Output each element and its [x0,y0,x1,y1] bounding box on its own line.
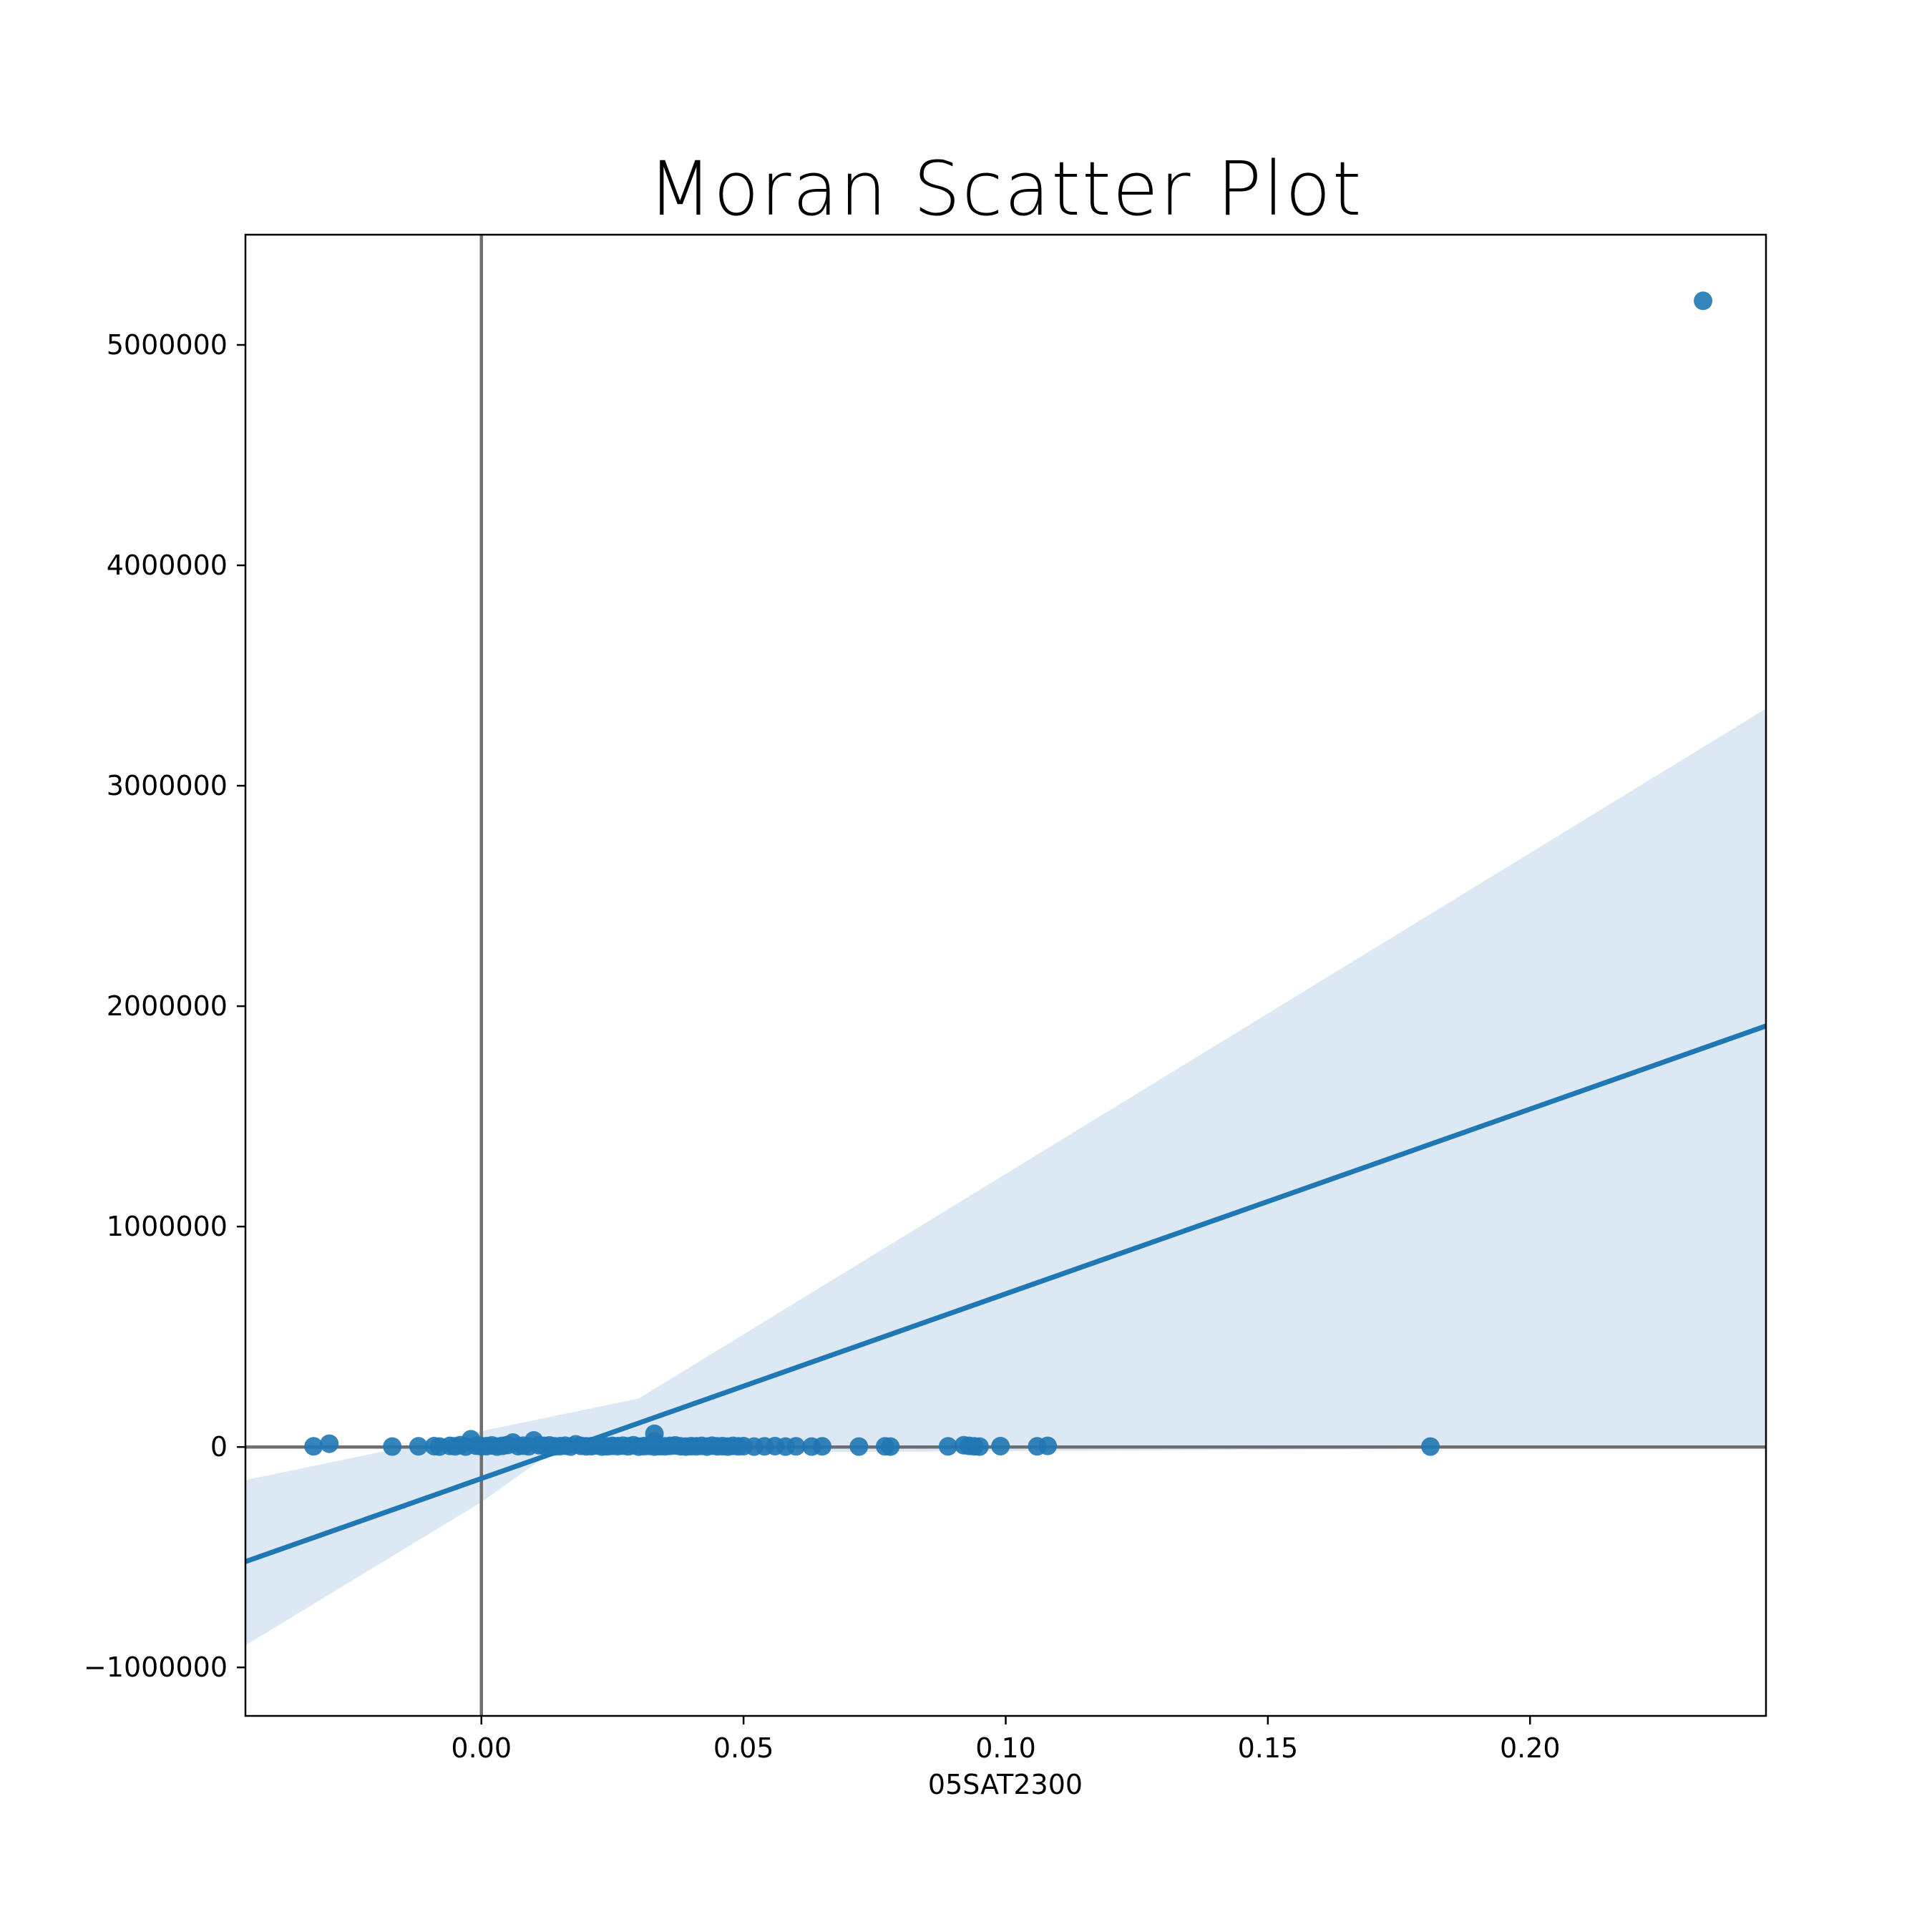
scatter-point [970,1437,989,1456]
confidence-band [245,708,1766,1646]
y-tick-label: 2000000 [107,990,228,1022]
scatter-point [938,1437,957,1456]
scatter-point [409,1437,428,1456]
x-tick-label: 0.15 [1238,1732,1299,1764]
y-tick-label: 0 [210,1431,228,1463]
x-tick-label: 0.20 [1500,1732,1561,1764]
regression-line [244,1023,1767,1564]
x-axis-ticks: 0.00 0.05 0.10 0.15 0.20 [451,1716,1561,1764]
scatter-point [813,1437,832,1456]
y-tick-label: 4000000 [107,550,228,581]
scatter-point [786,1437,806,1456]
regression-line-layer [244,1023,1767,1564]
y-tick-label: 3000000 [107,770,228,801]
y-axis-ticks: −1000000 0 1000000 2000000 3000000 4000000 500… [84,329,245,1683]
x-tick-label: 0.05 [713,1732,774,1764]
scatter-point [383,1437,402,1456]
scatter-point [304,1437,323,1456]
y-tick-label: 1000000 [107,1211,228,1242]
scatter-point [881,1437,900,1456]
scatter-point [849,1437,869,1456]
scatter-point [991,1436,1010,1455]
scatter-point [1694,291,1713,311]
confidence-band-layer [245,708,1766,1646]
y-tick-label: 5000000 [107,329,228,361]
x-tick-label: 0.10 [975,1732,1036,1764]
x-tick-label: 0.00 [451,1732,512,1764]
scatter-points-layer [304,291,1713,1456]
y-tick-label: −1000000 [84,1652,228,1683]
scatter-point [1038,1436,1058,1455]
x-axis-label: 05SAT2300 [928,1769,1083,1800]
scatter-point [320,1434,339,1453]
chart-title: Moran Scatter Plot [648,145,1362,233]
scatter-point [1421,1437,1440,1456]
